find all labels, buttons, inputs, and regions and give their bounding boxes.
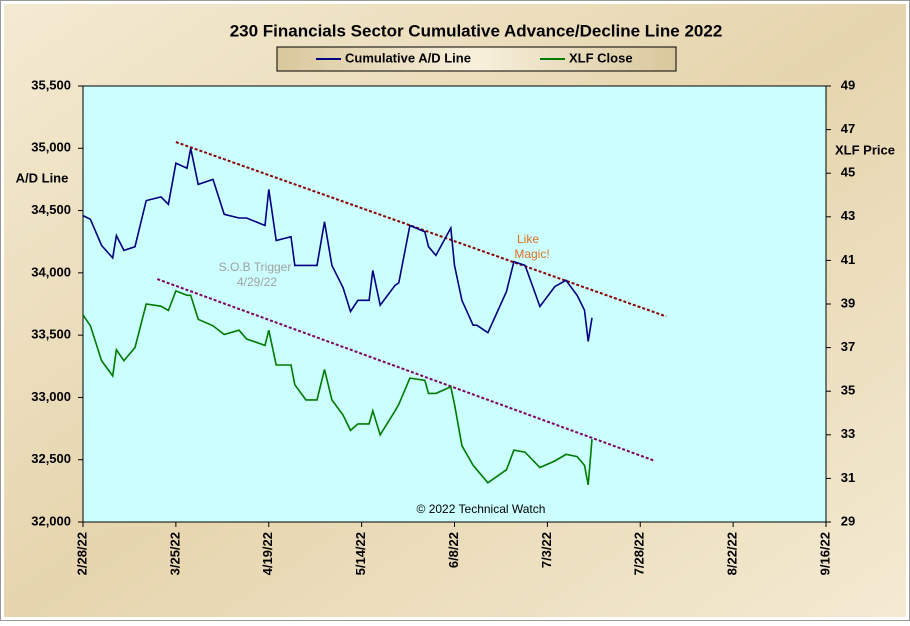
y-tick-label: 33,500: [31, 327, 71, 342]
y-tick-label: 33,000: [31, 389, 71, 404]
annotation: Like: [517, 232, 539, 246]
annotation: Magic!: [514, 247, 549, 261]
y-tick-label: 34,500: [31, 202, 71, 217]
x-tick-label: 7/3/22: [539, 532, 554, 568]
y2-tick-label: 49: [841, 77, 855, 92]
y2-tick-label: 47: [841, 121, 855, 136]
y2-axis-label: XLF Price: [835, 142, 895, 157]
legend-label: Cumulative A/D Line: [345, 50, 471, 65]
copyright: © 2022 Technical Watch: [417, 502, 546, 516]
y2-tick-label: 33: [841, 426, 855, 441]
y2-tick-label: 39: [841, 295, 855, 310]
y2-tick-label: 43: [841, 208, 855, 223]
x-tick-label: 6/8/22: [446, 532, 461, 568]
y-axis-label: A/D Line: [16, 170, 69, 185]
x-tick-label: 2/28/22: [74, 532, 89, 575]
legend-label: XLF Close: [569, 50, 633, 65]
plot-area: [82, 85, 827, 523]
y2-tick-label: 35: [841, 383, 855, 398]
chart-title: 230 Financials Sector Cumulative Advance…: [230, 21, 723, 40]
y2-tick-label: 31: [841, 470, 855, 485]
trend-line: [156, 278, 656, 462]
x-tick-label: 3/25/22: [167, 532, 182, 575]
x-tick-label: 9/16/22: [817, 532, 832, 575]
y-tick-label: 35,500: [31, 77, 71, 92]
annotation: 4/29/22: [237, 275, 277, 289]
trend-line: [175, 141, 667, 318]
x-tick-label: 4/19/22: [260, 532, 275, 575]
y2-tick-label: 37: [841, 339, 855, 354]
y-tick-label: 32,000: [31, 513, 71, 528]
x-tick-label: 5/14/22: [353, 532, 368, 575]
x-tick-label: 8/22/22: [725, 532, 740, 575]
series-line: [82, 148, 593, 342]
y2-tick-label: 29: [841, 513, 855, 528]
series-line: [82, 289, 593, 486]
y-tick-label: 34,000: [31, 264, 71, 279]
y2-tick-label: 45: [841, 165, 855, 180]
annotation: S.O.B Trigger: [219, 260, 292, 274]
y2-tick-label: 41: [841, 252, 855, 267]
x-tick-label: 7/28/22: [632, 532, 647, 575]
y-tick-label: 32,500: [31, 451, 71, 466]
legend: [276, 46, 677, 72]
y-tick-label: 35,000: [31, 140, 71, 155]
